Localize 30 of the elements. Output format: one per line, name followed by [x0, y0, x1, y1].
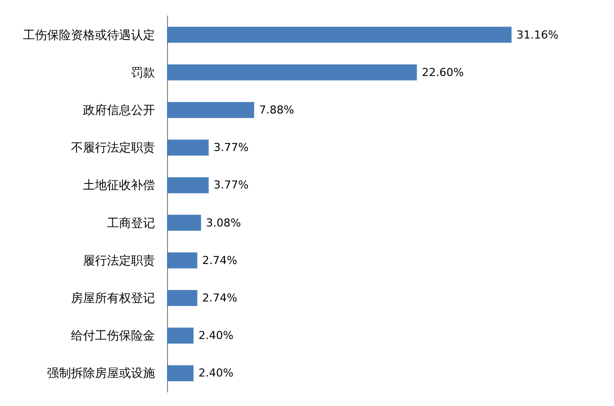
- y-tick-label: 给付工伤保险金: [71, 328, 155, 343]
- y-tick-label: 罚款: [131, 65, 155, 80]
- data-label: 31.16%: [516, 28, 558, 42]
- y-tick-label: 政府信息公开: [83, 103, 155, 117]
- y-tick-label: 履行法定职责: [83, 253, 155, 268]
- data-label: 2.74%: [202, 254, 238, 267]
- y-tick-label: 强制拆除房屋或设施: [47, 366, 155, 380]
- data-label: 2.40%: [198, 366, 234, 380]
- y-tick-label: 土地征收补偿: [83, 178, 155, 192]
- bar: [167, 328, 194, 344]
- data-label: 2.40%: [198, 329, 234, 342]
- y-tick-label: 工伤保险资格或待遇认定: [23, 28, 155, 42]
- bar: [167, 365, 194, 382]
- bar: [167, 64, 417, 80]
- y-tick-label: 房屋所有权登记: [71, 291, 155, 305]
- y-tick-label: 不履行法定职责: [71, 140, 155, 155]
- bar: [167, 177, 209, 194]
- bar: [167, 140, 209, 156]
- bar: [167, 290, 198, 306]
- bar: [167, 26, 512, 43]
- data-label: 22.60%: [422, 66, 464, 79]
- y-tick-label: 工商登记: [107, 216, 155, 230]
- data-label: 3.08%: [206, 216, 242, 230]
- bar: [167, 102, 254, 118]
- data-label: 2.74%: [202, 292, 238, 304]
- data-label: 3.77%: [214, 178, 249, 192]
- data-label: 7.88%: [259, 104, 294, 116]
- data-label: 3.77%: [214, 141, 249, 154]
- bar: [167, 214, 202, 231]
- bar: [167, 252, 198, 268]
